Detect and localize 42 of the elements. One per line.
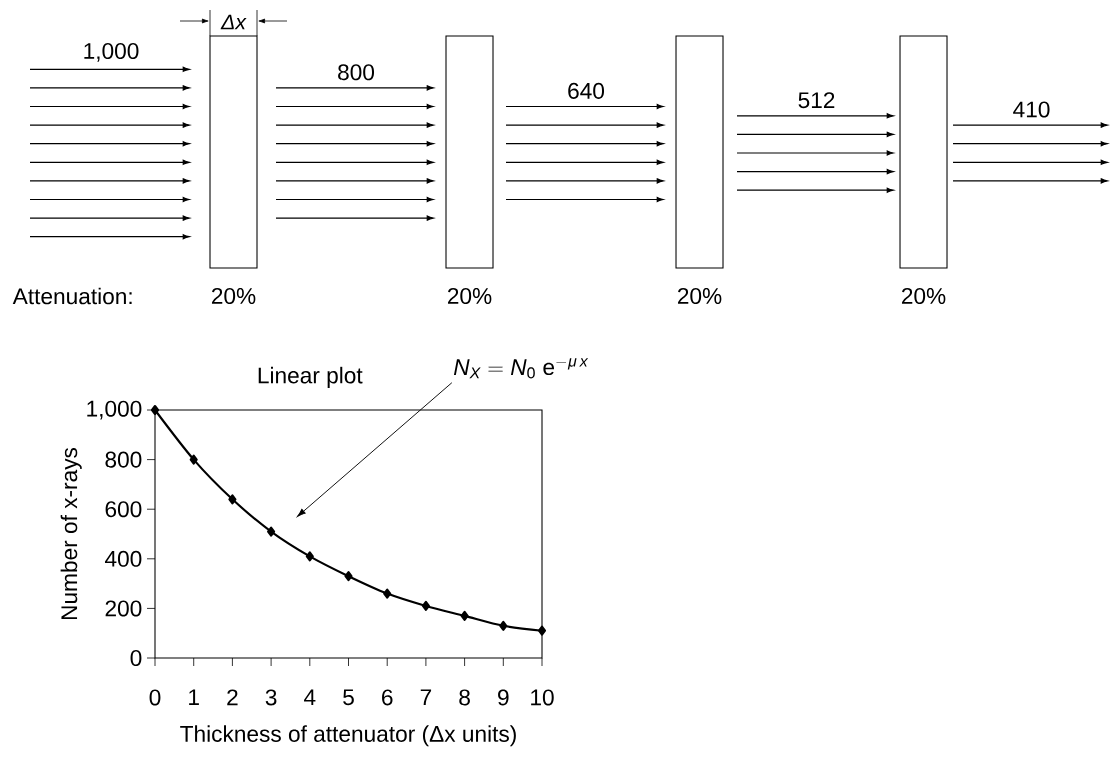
y-tick-label: 400 bbox=[104, 550, 142, 567]
point bbox=[305, 551, 314, 562]
point bbox=[267, 526, 276, 537]
text: $N_{X} = N_{0}\ \mathrm{e}^{-\mu\, x}$ bbox=[453, 358, 589, 379]
x-axis-title: Thickness of attenuator (Δx units) bbox=[180, 725, 516, 747]
x-tick-label: 8 bbox=[459, 689, 470, 706]
x-tick-label: 4 bbox=[304, 689, 316, 705]
y-tick-label: 800 bbox=[105, 451, 142, 468]
y-tick-label: 200 bbox=[105, 600, 142, 617]
point bbox=[383, 588, 392, 599]
data-label: 800 bbox=[338, 64, 375, 81]
chart-title: Linear plot bbox=[258, 366, 363, 388]
text: 20% bbox=[447, 287, 492, 305]
y-tick-label: 1,000 bbox=[87, 400, 142, 420]
x-tick-label: 10 bbox=[531, 689, 554, 706]
text: 20% bbox=[901, 287, 946, 305]
point bbox=[499, 620, 508, 631]
point bbox=[189, 454, 198, 465]
data-label: 410 bbox=[1013, 101, 1050, 118]
text: Δx bbox=[220, 14, 247, 30]
x-tick-label: 0 bbox=[149, 689, 161, 706]
x-tick-label: 2 bbox=[227, 689, 238, 706]
text: Attenuation: bbox=[12, 287, 132, 305]
point bbox=[421, 600, 430, 611]
point bbox=[150, 404, 160, 416]
point bbox=[228, 494, 237, 505]
x-tick-label: 1 bbox=[189, 689, 199, 705]
y-tick-label: 0 bbox=[130, 649, 142, 667]
point bbox=[537, 625, 547, 636]
text: 20% bbox=[677, 287, 722, 305]
y-axis-title: Number of x-rays bbox=[60, 447, 82, 620]
point bbox=[460, 610, 469, 621]
x-tick-label: 9 bbox=[498, 689, 509, 706]
x-tick-label: 5 bbox=[343, 689, 354, 706]
y-tick-label: 600 bbox=[105, 501, 142, 518]
point bbox=[344, 571, 353, 582]
text: 20% bbox=[211, 287, 256, 305]
x-tick-label: 3 bbox=[265, 689, 277, 706]
data-label: 512 bbox=[798, 92, 835, 109]
x-tick-label: 7 bbox=[420, 689, 432, 705]
x-tick-label: 6 bbox=[382, 689, 393, 706]
data-label: 640 bbox=[568, 82, 605, 99]
